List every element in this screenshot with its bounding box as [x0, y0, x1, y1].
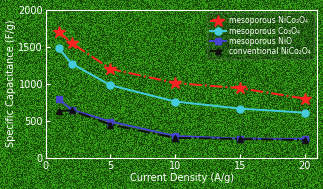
- mesoporous NiO: [109, 120, 112, 123]
- mesoporous Co₃O₄: [57, 47, 61, 49]
- mesoporous NiCo₂O₄: [303, 97, 307, 100]
- Line: mesoporous NiCo₂O₄: mesoporous NiCo₂O₄: [52, 26, 311, 105]
- Y-axis label: Specific Capacitance (F/g): Specific Capacitance (F/g): [5, 20, 16, 147]
- mesoporous NiCo₂O₄: [57, 31, 61, 33]
- mesoporous NiCo₂O₄: [238, 87, 242, 89]
- mesoporous NiO: [173, 135, 177, 137]
- Line: mesoporous NiO: mesoporous NiO: [56, 97, 307, 142]
- mesoporous NiCo₂O₄: [173, 82, 177, 84]
- conventional NiCo₂O₄: [109, 123, 112, 126]
- mesoporous NiO: [238, 137, 242, 140]
- conventional NiCo₂O₄: [238, 138, 242, 140]
- X-axis label: Current Density (A/g): Current Density (A/g): [130, 174, 234, 184]
- mesoporous NiO: [303, 138, 307, 140]
- conventional NiCo₂O₄: [57, 110, 61, 112]
- conventional NiCo₂O₄: [303, 139, 307, 141]
- mesoporous NiCo₂O₄: [109, 68, 112, 70]
- mesoporous NiCo₂O₄: [70, 42, 74, 44]
- mesoporous NiO: [70, 108, 74, 111]
- conventional NiCo₂O₄: [70, 109, 74, 112]
- Line: mesoporous Co₃O₄: mesoporous Co₃O₄: [55, 45, 308, 116]
- conventional NiCo₂O₄: [173, 137, 177, 139]
- Line: conventional NiCo₂O₄: conventional NiCo₂O₄: [55, 107, 308, 144]
- Legend: mesoporous NiCo₂O₄, mesoporous Co₃O₄, mesoporous NiO, conventional NiCo₂O₄: mesoporous NiCo₂O₄, mesoporous Co₃O₄, me…: [207, 13, 314, 59]
- mesoporous NiO: [57, 98, 61, 100]
- mesoporous Co₃O₄: [238, 107, 242, 110]
- mesoporous Co₃O₄: [303, 112, 307, 114]
- mesoporous Co₃O₄: [70, 63, 74, 65]
- mesoporous Co₃O₄: [109, 84, 112, 86]
- mesoporous Co₃O₄: [173, 100, 177, 103]
